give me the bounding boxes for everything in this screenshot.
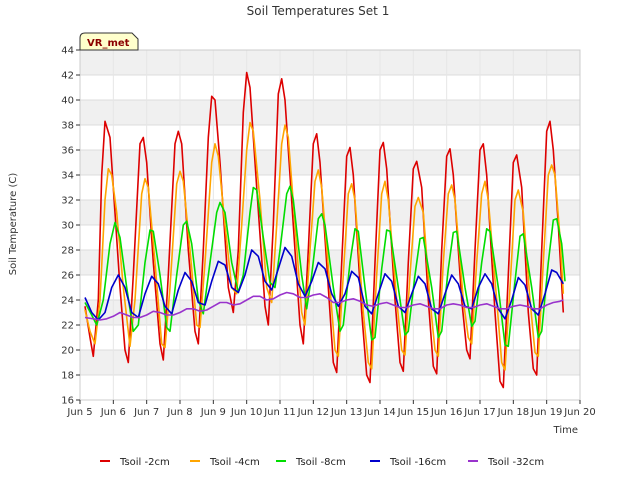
x-tick-label: Jun 20 — [563, 407, 596, 418]
y-tick-label: 16 — [61, 396, 74, 407]
x-tick-label: Jun 12 — [297, 407, 330, 418]
y-tick-label: 38 — [61, 121, 74, 132]
y-tick-label: 22 — [61, 321, 74, 332]
background-band — [80, 50, 580, 75]
y-tick-label: 24 — [61, 296, 74, 307]
y-tick-label: 36 — [61, 146, 74, 157]
x-tick-label: Jun 6 — [100, 407, 126, 418]
x-tick-label: Jun 19 — [530, 407, 563, 418]
y-tick-label: 42 — [61, 71, 74, 82]
source-badge: VR_met — [79, 32, 139, 51]
legend-label-tsoil-16cm: Tsoil -16cm — [389, 457, 446, 468]
x-tick-label: Jun 13 — [330, 407, 363, 418]
series-line-tsoil-16cm — [84, 246, 564, 321]
background-band — [80, 200, 580, 225]
x-tick-label: Jun 8 — [166, 407, 192, 418]
y-axis-label: Soil Temperature (C) — [8, 173, 19, 276]
y-tick-label: 28 — [61, 246, 74, 257]
y-axis: 16 18 20 22 24 26 28 30 32 34 36 38 40 42 44 — [61, 46, 80, 407]
y-tick-label: 34 — [61, 171, 74, 182]
badge-label: VR_met — [87, 38, 130, 49]
legend-label-tsoil-2cm: Tsoil -2cm — [119, 457, 170, 468]
badge-box — [79, 32, 139, 51]
series-line-tsoil-4cm — [84, 121, 565, 371]
x-tick-label: Jun 11 — [263, 407, 296, 418]
y-tick-label: 18 — [61, 371, 74, 382]
legend: Tsoil -2cm Tsoil -4cm Tsoil -8cm Tsoil -16c… — [100, 457, 544, 468]
x-tick-label: Jun 5 — [66, 407, 92, 418]
x-axis: Jun 5 Jun 6 Jun 7 Jun 8 Jun 9 Jun 10 Jun 11 Jun… — [66, 400, 596, 418]
y-tick-label: 20 — [61, 346, 74, 357]
x-tick-label: Jun 10 — [230, 407, 263, 418]
x-tick-label: Jun 17 — [463, 407, 496, 418]
background-band — [80, 100, 580, 125]
y-tick-label: 40 — [61, 96, 74, 107]
series-layer — [84, 71, 566, 389]
x-tick-label: Jun 9 — [200, 407, 226, 418]
x-axis-label: Time — [553, 425, 578, 436]
x-tick-label: Jun 7 — [133, 407, 159, 418]
series-line-tsoil-32cm — [84, 291, 564, 321]
x-tick-label: Jun 18 — [497, 407, 530, 418]
y-tick-label: 30 — [61, 221, 74, 232]
y-tick-label: 32 — [61, 196, 74, 207]
legend-label-tsoil-32cm: Tsoil -32cm — [487, 457, 544, 468]
series-line-tsoil-8cm — [84, 185, 566, 348]
series-line-tsoil-2cm — [84, 71, 565, 389]
x-tick-label: Jun 14 — [363, 407, 396, 418]
background-band — [80, 150, 580, 175]
legend-label-tsoil-4cm: Tsoil -4cm — [209, 457, 260, 468]
legend-label-tsoil-8cm: Tsoil -8cm — [295, 457, 346, 468]
x-tick-label: Jun 15 — [397, 407, 430, 418]
chart-title: Soil Temperatures Set 1 — [247, 4, 390, 18]
y-tick-label: 44 — [61, 46, 74, 57]
x-tick-label: Jun 16 — [430, 407, 463, 418]
y-tick-label: 26 — [61, 271, 74, 282]
plot-background-bands — [80, 50, 580, 375]
